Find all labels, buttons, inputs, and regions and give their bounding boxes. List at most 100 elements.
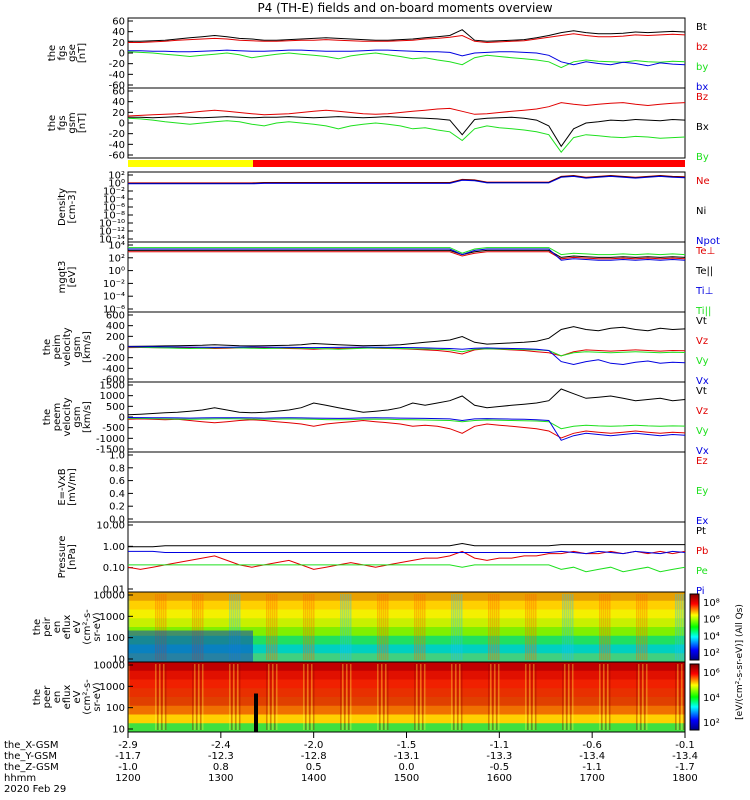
y-axis-label-line: [mV/m] <box>67 468 78 506</box>
spectrogram-streak <box>303 664 305 730</box>
spectrogram-streak <box>529 594 531 660</box>
spectrogram-streak <box>237 594 239 660</box>
spectrogram-streak <box>533 664 535 730</box>
y-tick-label: 10.00 <box>96 521 125 532</box>
spectrogram-streak <box>340 664 342 730</box>
y-axis-label: thefgsgsm[nT] <box>47 112 88 133</box>
spectrogram-streak <box>636 664 638 730</box>
spectrogram-streak <box>490 664 492 730</box>
spectrogram-streak <box>488 664 490 730</box>
x-tick-label: -13.1 <box>394 751 420 762</box>
spectrogram-streak <box>231 594 233 660</box>
spectrogram-streak <box>498 594 500 660</box>
x-tick-label: 1800 <box>672 773 697 784</box>
colorbar-title: [eV/(cm²-s-sr-eV)] (All Qs) <box>735 604 745 720</box>
spectrogram-streak <box>572 594 574 660</box>
legend-entry: Ey <box>696 486 708 497</box>
y-tick-label: 1000 <box>100 612 125 623</box>
spectrogram-band <box>128 592 685 602</box>
colorbar-tick-label: 10² <box>703 718 720 729</box>
series-line-bz <box>128 33 686 44</box>
spectrogram-streak <box>233 664 235 730</box>
spectrogram-streak <box>461 594 463 660</box>
spectrogram-streak <box>418 664 420 730</box>
spectrogram-streak <box>642 594 644 660</box>
spectrogram-streak <box>268 664 270 730</box>
series-line-Vt <box>127 326 686 347</box>
spectrogram-streak <box>307 594 309 660</box>
legend-entry: Te|| <box>695 266 713 277</box>
y-axis-label-line: eV <box>72 620 83 633</box>
x-axis-row-label: the_X-GSM <box>4 740 58 751</box>
y-axis-label: thepeirenefluxeV(cm²-s-sr-eV) <box>32 609 103 645</box>
spectrogram-streak <box>599 664 601 730</box>
spectrogram-streak <box>414 664 416 730</box>
spectrogram-streak <box>683 594 685 660</box>
series-line-Pe <box>128 564 686 573</box>
spectrogram-streak <box>459 664 461 730</box>
y-axis-label-line: en <box>52 691 63 704</box>
spectrogram-streak <box>644 664 646 730</box>
spectrogram-streak <box>572 664 574 730</box>
y-tick-label: 10000 <box>93 661 125 672</box>
spectrogram-streak <box>492 594 494 660</box>
spectrogram-streak <box>570 664 572 730</box>
spectrogram-band <box>128 679 685 689</box>
spectrogram-streak <box>239 594 241 660</box>
y-tick-label: 10⁻² <box>103 279 125 290</box>
series-line-Vy <box>127 417 686 430</box>
legend-entry: Te⊥ <box>695 246 715 257</box>
spectrogram-streak <box>492 664 494 730</box>
y-axis-label-line: the <box>42 339 53 355</box>
spectrogram-streak <box>564 594 566 660</box>
spectrogram-streak <box>276 664 278 730</box>
y-tick-label: 10⁻¹⁰ <box>99 219 125 230</box>
y-axis-label-line: peir <box>42 616 53 636</box>
x-tick-label: -13.4 <box>672 751 698 762</box>
colorbar-tick-label: 10² <box>703 648 720 659</box>
y-axis-label-line: gsm <box>72 406 83 427</box>
spectrogram-streak <box>194 664 196 730</box>
panel-frame <box>127 381 686 453</box>
panel-6: thepeemvelocitygsm[km/s] 150010005000-500… <box>42 381 709 458</box>
spectrogram-streak <box>531 664 533 730</box>
x-tick-label: -1.1 <box>490 740 510 751</box>
x-tick-label: -2.9 <box>118 740 138 751</box>
x-tick-label: -2.4 <box>211 740 231 751</box>
spectrogram-streak <box>128 594 130 660</box>
spectrogram-streak <box>533 594 535 660</box>
spectrogram-streak <box>607 664 609 730</box>
legend-entry: Bt <box>696 22 707 33</box>
spectrogram-streak <box>231 664 233 730</box>
spectrogram-streak <box>599 594 601 660</box>
x-tick-label: -12.3 <box>208 751 234 762</box>
y-tick-label: 0 <box>119 49 125 60</box>
panels: thefgsgse[nT]6040200-20-40-60Btbzbybxthe… <box>32 17 720 736</box>
y-tick-label: 10⁰ <box>108 179 125 190</box>
x-tick-label: 0.5 <box>306 762 322 773</box>
series-line-Vt <box>127 388 686 416</box>
spectrogram-streak <box>609 664 611 730</box>
panel-frame <box>127 17 686 89</box>
y-tick-label: -600 <box>102 375 125 386</box>
spectrogram-streak <box>455 664 457 730</box>
spectrogram-streak <box>568 664 570 730</box>
spectrogram-streak <box>383 594 385 660</box>
x-tick-label: -2.0 <box>304 740 324 751</box>
y-axis-label-line: gsm <box>72 336 83 357</box>
y-tick-label: 1.00 <box>103 542 125 553</box>
spectrogram-streak <box>202 664 204 730</box>
y-tick-label: -500 <box>102 423 125 434</box>
y-axis-label-line: fgs <box>57 45 68 60</box>
colorbar-2 <box>689 663 700 731</box>
y-tick-label: 10⁻¹⁴ <box>99 235 125 246</box>
legend-entry: Npot <box>696 236 720 247</box>
panel-5: thepeimvelocitygsm[km/s] 6004002000-200-4… <box>42 311 709 388</box>
colorbar-tick-label: 10⁶ <box>703 668 720 679</box>
spectrogram-streak <box>488 594 490 660</box>
spectrogram-streak <box>307 664 309 730</box>
spectrogram-streak <box>636 594 638 660</box>
spectrogram-streak <box>424 664 426 730</box>
spectrogram-streak <box>194 594 196 660</box>
